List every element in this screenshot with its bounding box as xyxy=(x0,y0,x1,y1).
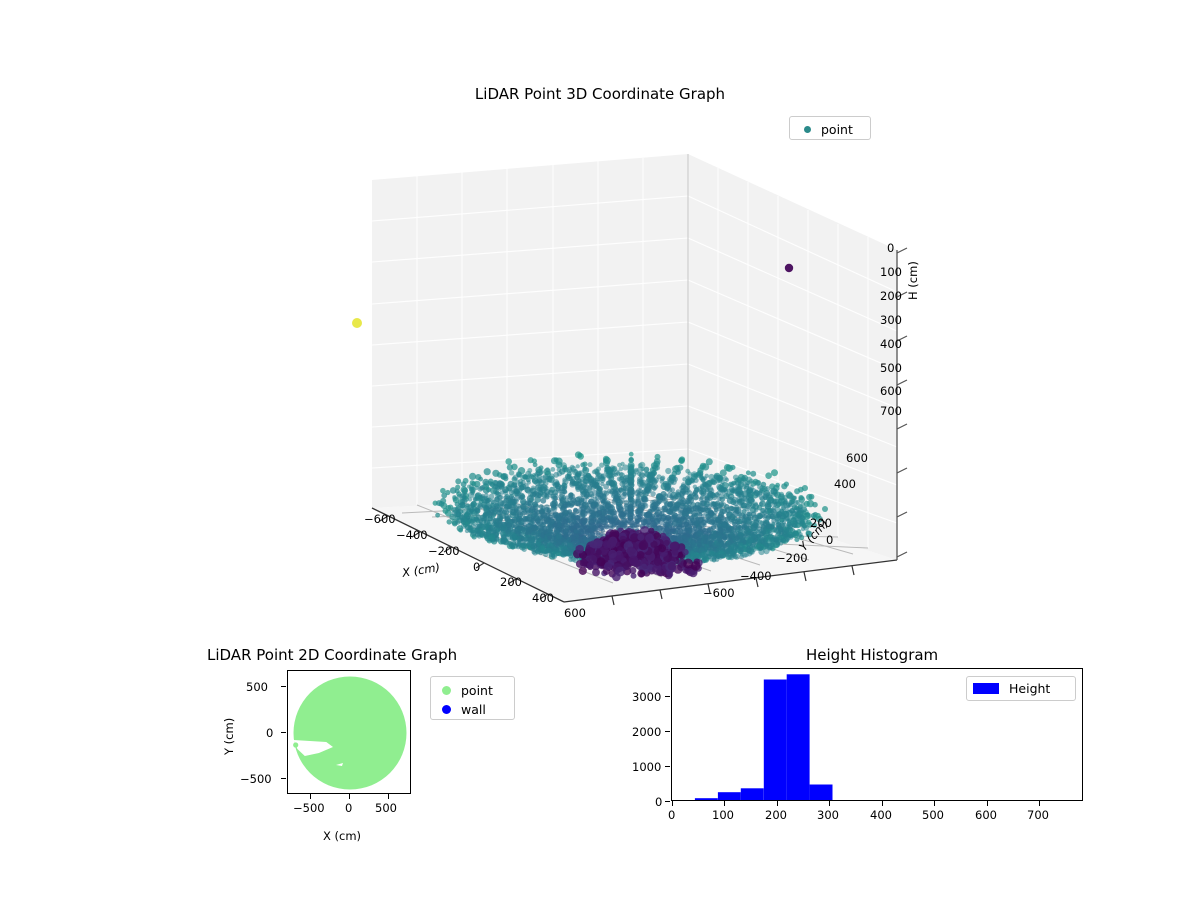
plot3d-ytick: 600 xyxy=(846,451,868,465)
histogram-bars xyxy=(694,674,833,800)
plot3d-legend: point xyxy=(789,116,871,140)
plot3d-htick: 200 xyxy=(880,289,902,303)
plot2d-title: LiDAR Point 2D Coordinate Graph xyxy=(207,646,458,664)
hist-xtickmark xyxy=(882,801,883,806)
lidar-point-cloud xyxy=(432,263,828,582)
hist-xtick: 200 xyxy=(765,808,787,822)
plot2d-xtick: −500 xyxy=(293,801,325,815)
plot3d-ytick: 0 xyxy=(826,533,834,547)
legend-label: wall xyxy=(461,702,486,717)
plot3d-ytick: −400 xyxy=(740,569,772,583)
plot3d-xtick: 0 xyxy=(473,560,481,574)
plot3d-xtick: −400 xyxy=(396,528,428,542)
plot2d-xtickmark xyxy=(388,794,389,799)
hist-xtickmark xyxy=(829,801,830,806)
hist-xtickmark xyxy=(777,801,778,806)
plot3d-ytick: −600 xyxy=(703,586,735,600)
plot2d-legend: point wall xyxy=(430,676,515,720)
point-marker-icon xyxy=(804,125,811,133)
hist-ytickmark xyxy=(665,731,670,732)
hist-xtick: 600 xyxy=(975,808,997,822)
histogram-legend: Height xyxy=(966,676,1076,701)
plot3d-htick: 400 xyxy=(880,337,902,351)
plot3d-htick: 300 xyxy=(880,313,902,327)
plot3d-htick: 500 xyxy=(880,361,902,375)
legend-label: Height xyxy=(1009,681,1051,696)
legend-label: point xyxy=(461,683,493,698)
plot2d-ytickmark xyxy=(281,686,286,687)
legend-item-point[interactable]: point xyxy=(439,681,506,700)
hist-ytick: 3000 xyxy=(632,690,662,704)
hist-ytickmark xyxy=(665,696,670,697)
legend-item-wall[interactable]: wall xyxy=(439,700,506,719)
plot2d-ytick: 500 xyxy=(246,680,268,694)
outlier-point xyxy=(352,318,362,328)
plot2d-xaxis-label: X (cm) xyxy=(323,829,362,843)
plot3d-xtick: 200 xyxy=(500,575,522,589)
plot3d-axes xyxy=(300,120,960,640)
plot2d-xtickmark xyxy=(310,794,311,799)
point-disc xyxy=(293,676,407,790)
plot3d-haxis-label: H (cm) xyxy=(906,261,920,300)
plot2d-yaxis-label: Y (cm) xyxy=(222,717,236,755)
plot3d-htick: 100 xyxy=(880,265,902,279)
plot3d-htick: 700 xyxy=(880,404,902,418)
hist-xtick: 400 xyxy=(870,808,892,822)
plot2d-axes xyxy=(287,670,411,794)
legend-item-height[interactable]: Height xyxy=(973,680,1069,697)
legend-label: point xyxy=(821,121,853,137)
hist-xtickmark xyxy=(934,801,935,806)
hist-xtick: 500 xyxy=(922,808,944,822)
point-marker-icon xyxy=(442,686,451,695)
hist-xtickmark xyxy=(1039,801,1040,806)
hist-xtickmark xyxy=(987,801,988,806)
plot2d-canvas xyxy=(293,676,407,790)
hist-xtick: 700 xyxy=(1027,808,1049,822)
plot3d-ytick: −200 xyxy=(776,551,808,565)
histogram-title: Height Histogram xyxy=(806,646,939,664)
hist-ytick: 1000 xyxy=(632,760,662,774)
hist-ytick: 2000 xyxy=(632,725,662,739)
plot3d-xtick: 400 xyxy=(532,591,554,605)
plot3d-xtick: −600 xyxy=(364,512,396,526)
wall-marker-icon xyxy=(442,705,451,714)
plot3d-xtick: 600 xyxy=(564,606,586,620)
plot3d-htick: 600 xyxy=(880,384,902,398)
plot2d-xtick: 0 xyxy=(345,801,353,815)
plot3d-canvas xyxy=(371,154,908,606)
hist-xtickmark xyxy=(724,801,725,806)
height-bar-icon xyxy=(973,683,999,694)
plot2d-xtick: 500 xyxy=(375,801,397,815)
hist-xtickmark xyxy=(672,801,673,806)
plot2d-ytickmark xyxy=(281,732,286,733)
plot3d-htick: 0 xyxy=(887,241,895,255)
plot3d-ytick: 400 xyxy=(834,477,856,491)
plot2d-ytickmark xyxy=(281,778,286,779)
plot3d-xtick: −200 xyxy=(428,544,460,558)
legend-item-point[interactable]: point xyxy=(798,121,862,137)
hist-ytickmark xyxy=(665,801,670,802)
histogram-canvas xyxy=(694,674,833,800)
hist-xtick: 0 xyxy=(668,808,676,822)
hist-xtick: 100 xyxy=(712,808,734,822)
plot3d-ytick: 200 xyxy=(810,516,832,530)
hist-ytick: 0 xyxy=(655,795,663,809)
plot3d-title: LiDAR Point 3D Coordinate Graph xyxy=(474,85,726,103)
plot2d-ytick: 0 xyxy=(266,726,274,740)
plot2d-ytick: −500 xyxy=(240,772,272,786)
hist-ytickmark xyxy=(665,766,670,767)
plot2d-xtickmark xyxy=(349,794,350,799)
hist-xtick: 300 xyxy=(817,808,839,822)
